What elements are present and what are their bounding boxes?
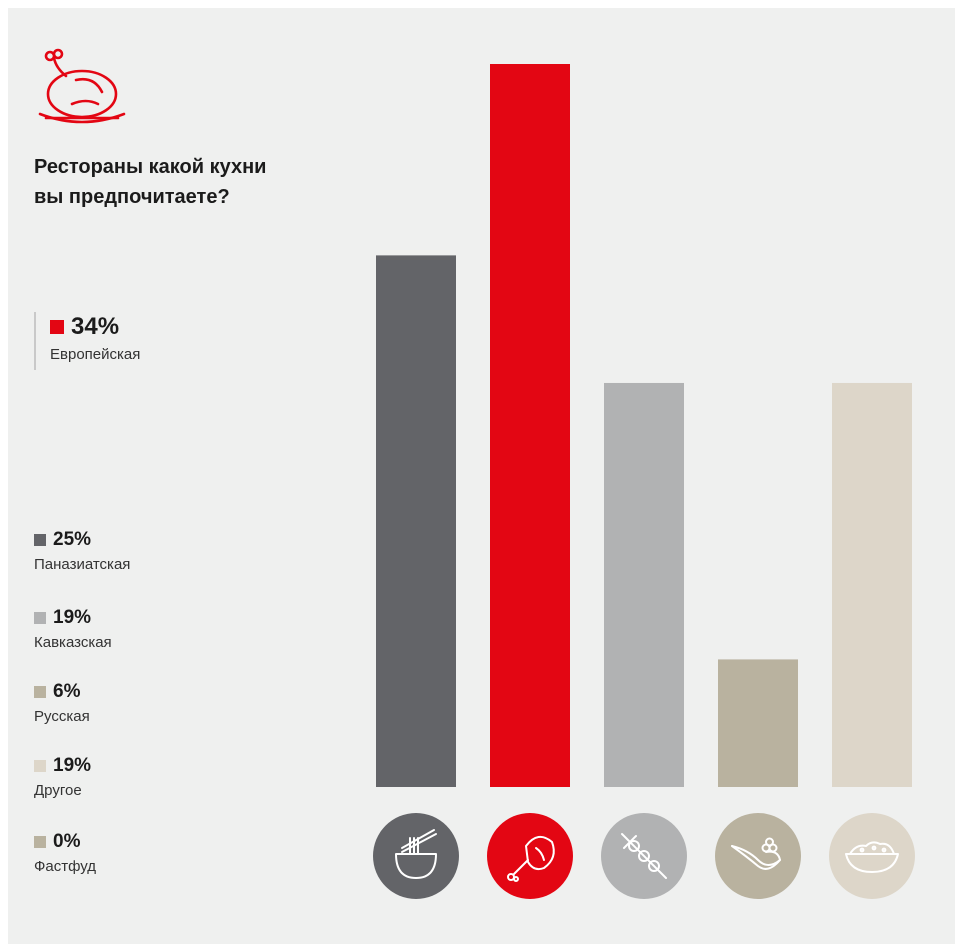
bar-european — [490, 64, 570, 787]
chart-title: Рестораны какой кухни вы предпочитаете? — [34, 152, 334, 212]
legend-swatch-fastfood — [34, 836, 46, 848]
legend-label-fastfood: Фастфуд — [34, 858, 97, 875]
chart-title-line-2: вы предпочитаете? — [34, 186, 230, 208]
legend-value-fastfood: 0% — [53, 831, 81, 852]
legend-label-russian: Русская — [34, 708, 90, 725]
ham-leg-icon — [487, 813, 573, 899]
legend-value-other: 19% — [53, 755, 92, 776]
bar-panasian — [376, 255, 456, 788]
legend-swatch-russian — [34, 686, 46, 698]
legend-value-caucasian: 19% — [53, 607, 92, 628]
legend-item-fastfood: 0% Фастфуд — [34, 830, 96, 878]
salad-bowl-icon — [829, 813, 915, 899]
legend-label-other: Другое — [34, 782, 82, 799]
noodle-bowl-icon — [373, 813, 459, 899]
legend-item-caucasian: 19% Кавказская — [34, 606, 112, 654]
highlight-legend-item: 34% Европейская — [34, 312, 140, 370]
legend-swatch-caucasian — [34, 612, 46, 624]
bar-russian — [718, 659, 798, 787]
legend-value-european: 34% — [71, 313, 120, 340]
legend-swatch-european — [50, 320, 64, 334]
shashlik-skewer-icon — [601, 813, 687, 899]
legend-label-panasian: Паназиатская — [34, 556, 131, 573]
chart-title-line-1: Рестораны какой кухни — [34, 156, 267, 178]
bar-other — [832, 382, 912, 787]
bar-caucasian — [604, 382, 684, 787]
legend-label-european: Европейская — [50, 346, 141, 363]
legend-item-other: 19% Другое — [34, 754, 91, 802]
legend-label-caucasian: Кавказская — [34, 634, 112, 651]
legend-item-panasian: 25% Паназиатская — [34, 528, 130, 576]
caviar-spoon-icon — [715, 813, 801, 899]
legend-swatch-panasian — [34, 534, 46, 546]
legend-item-russian: 6% Русская — [34, 680, 90, 728]
legend-swatch-other — [34, 760, 46, 772]
legend-value-russian: 6% — [53, 681, 81, 702]
roast-chicken-icon — [38, 48, 126, 124]
legend-value-panasian: 25% — [53, 529, 92, 550]
infographic-card — [8, 8, 955, 944]
